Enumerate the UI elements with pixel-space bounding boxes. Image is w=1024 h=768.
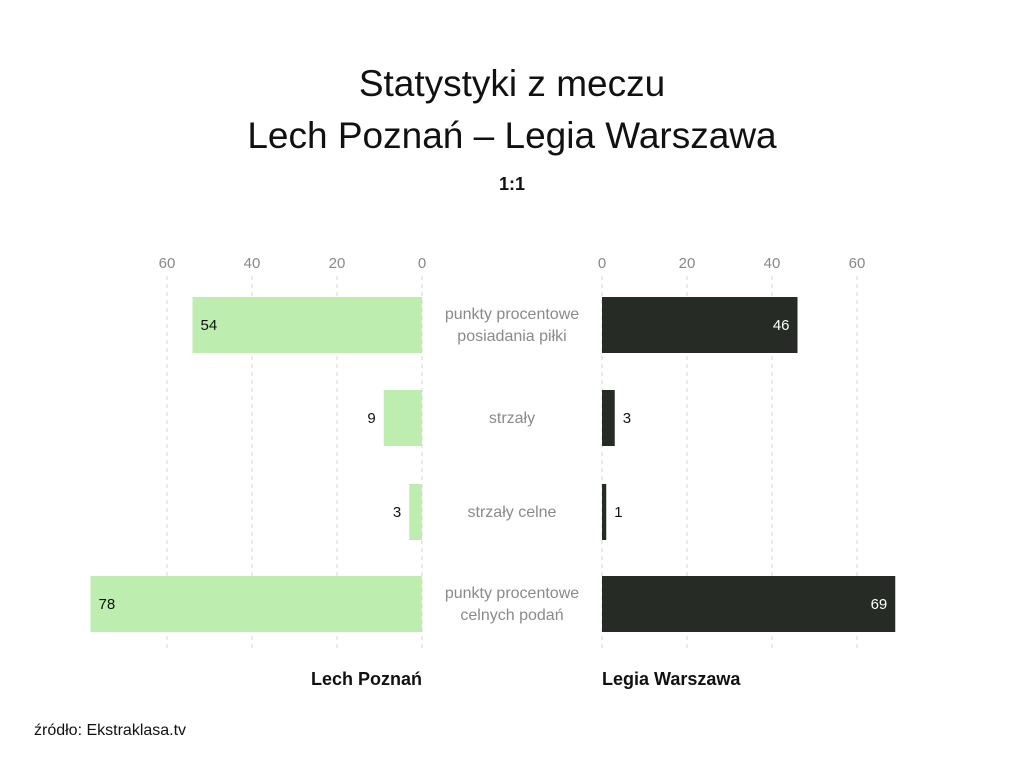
category-label-1-0: strzały — [489, 410, 535, 427]
tick-label-right-60: 60 — [849, 255, 866, 272]
chart-title-line1: Statystyki z meczu — [358, 63, 666, 104]
tick-label-right-40: 40 — [764, 255, 781, 272]
match-score: 1:1 — [498, 174, 525, 194]
value-label-lech-3: 78 — [99, 596, 116, 613]
category-label-3-1: celnych podań — [460, 607, 563, 624]
value-label-lech-2: 3 — [393, 504, 401, 521]
value-label-lech-0: 54 — [201, 317, 218, 334]
tick-label-left-60: 60 — [159, 255, 176, 272]
tick-label-left-40: 40 — [244, 255, 261, 272]
bar-lech-1 — [383, 390, 422, 446]
tick-label-left-20: 20 — [329, 255, 346, 272]
tick-label-right-20: 20 — [679, 255, 696, 272]
series-label-lech: Lech Poznań — [311, 669, 422, 689]
category-label-2-0: strzały celne — [468, 504, 557, 521]
bar-lech-2 — [409, 484, 422, 540]
bar-legia-0 — [602, 297, 798, 353]
category-label-0-1: posiadania piłki — [457, 328, 566, 345]
bar-lech-0 — [192, 297, 422, 353]
value-label-lech-1: 9 — [367, 410, 375, 427]
value-label-legia-2: 1 — [614, 504, 622, 521]
bar-legia-3 — [602, 576, 896, 632]
bar-lech-3 — [90, 576, 422, 632]
tick-label-right-0: 0 — [598, 255, 606, 272]
bar-legia-1 — [602, 390, 615, 446]
tick-label-left-0: 0 — [418, 255, 426, 272]
category-label-3-0: punkty procentowe — [445, 585, 579, 602]
category-label-0-0: punkty procentowe — [445, 306, 579, 323]
chart-title-line2: Lech Poznań – Legia Warszawa — [247, 115, 777, 156]
bar-legia-2 — [602, 484, 607, 540]
series-label-legia: Legia Warszawa — [602, 669, 741, 689]
value-label-legia-3: 69 — [871, 596, 888, 613]
source-note: źródło: Ekstraklasa.tv — [34, 722, 187, 739]
value-label-legia-1: 3 — [623, 410, 631, 427]
value-label-legia-0: 46 — [773, 317, 790, 334]
